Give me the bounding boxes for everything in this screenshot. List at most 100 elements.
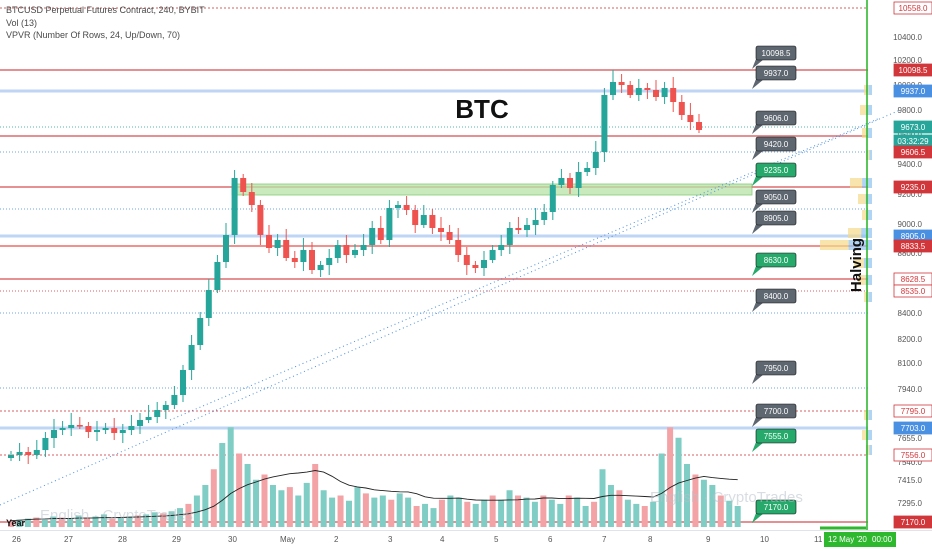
callout-tail: [752, 266, 764, 276]
volume-profile-bar: [862, 128, 868, 138]
price-badge: [893, 180, 932, 194]
volume-bar: [650, 501, 657, 527]
volume-bar: [41, 518, 48, 527]
candle-body: [627, 85, 634, 95]
volume-bar: [455, 497, 462, 527]
vpvr-indicator-label[interactable]: VPVR (Number Of Rows, 24, Up/Down, 70): [6, 30, 181, 40]
time-badge: 00:00: [868, 532, 897, 547]
volume-profile-bar: [866, 105, 872, 115]
volume-bar: [337, 495, 344, 527]
candle-body: [455, 240, 462, 255]
candle-body: [33, 450, 40, 455]
candle-body: [661, 88, 668, 97]
candle-body: [266, 235, 272, 248]
volume-profile-bar: [867, 128, 872, 138]
volume-profile-bar: [863, 258, 872, 268]
callout-tail: [752, 302, 764, 312]
volume-bar: [506, 490, 513, 527]
x-axis-tick: 3: [388, 535, 393, 544]
volume-bar: [75, 515, 82, 527]
y-axis-tick: 8800.0: [898, 249, 923, 258]
volume-bar: [210, 469, 217, 527]
x-axis-tick: 6: [548, 535, 553, 544]
volume-bar: [58, 517, 65, 527]
callout-label: 7950.0: [764, 364, 789, 373]
price-badge-label: 7556.0: [901, 451, 926, 460]
y-axis-tick: 7940.0: [898, 385, 923, 394]
volume-bar: [574, 497, 581, 527]
candle-body: [463, 255, 470, 265]
vol-indicator-label[interactable]: Vol (13): [6, 18, 38, 28]
candle-body: [653, 90, 659, 97]
volume-bar: [430, 508, 437, 527]
candle-body: [558, 178, 565, 185]
price-badge-label: 03:32:29: [897, 137, 929, 146]
callout-tail: [752, 176, 764, 186]
volume-bar: [498, 499, 505, 527]
candle-body: [369, 228, 376, 245]
x-axis-tick: May: [280, 535, 296, 544]
callout-tail: [752, 203, 764, 213]
volume-bar: [134, 515, 141, 527]
callout-tail: [752, 374, 764, 384]
volume-bar: [261, 474, 268, 527]
volume-bar: [253, 479, 260, 527]
candle-body: [16, 452, 23, 455]
time-axis[interactable]: [0, 530, 932, 551]
volume-bar: [540, 495, 547, 527]
candle-body: [51, 430, 57, 438]
volume-bar: [405, 497, 412, 527]
volume-bar: [447, 495, 454, 527]
candle-body: [592, 152, 599, 168]
callout-tail: [752, 150, 764, 160]
volume-profile-bar: [848, 228, 862, 238]
volume-bar: [472, 503, 479, 527]
symbol-title: BTCUSD Perpetual Futures Contract, 240, …: [6, 5, 205, 15]
candle-body: [94, 430, 100, 432]
price-badge-label: 9235.0: [901, 183, 926, 192]
x-axis-tick: 4: [440, 535, 445, 544]
callout-label: 9937.0: [764, 69, 789, 78]
candle-body: [472, 265, 479, 268]
volume-bar: [320, 490, 327, 527]
price-badge-label: 8535.0: [901, 287, 926, 296]
x-axis-tick: 26: [12, 535, 21, 544]
candle-body: [438, 228, 444, 232]
volume-bar: [362, 493, 369, 527]
volume-bar: [700, 479, 707, 527]
candle-body: [343, 245, 350, 255]
y-axis-tick: 8100.0: [898, 359, 923, 368]
volume-bar: [379, 495, 386, 527]
price-badge-label: 10098.5: [899, 66, 928, 75]
candle-body: [205, 290, 212, 318]
volume-profile-bar: [868, 292, 872, 302]
x-axis-tick: 9: [706, 535, 711, 544]
volume-bar: [515, 495, 521, 527]
year-label: Year: [6, 518, 26, 528]
volume-bar: [303, 482, 310, 527]
price-badge-label: 7170.0: [901, 518, 926, 527]
callout-label: 7700.0: [764, 407, 789, 416]
volume-bar: [422, 503, 429, 527]
volume-bar: [219, 443, 226, 527]
volume-bar: [354, 487, 361, 527]
price-badge-label: 8628.5: [901, 275, 926, 284]
candle-body: [162, 405, 169, 410]
price-badge: [893, 515, 932, 529]
volume-profile-bar: [850, 178, 863, 188]
x-axis-tick: 30: [228, 535, 237, 544]
callout-tail: [752, 79, 764, 89]
volume-profile-bar: [868, 85, 872, 95]
volume-bar: [523, 497, 530, 527]
volume-ma-line: [10, 470, 738, 522]
candle-body: [377, 228, 384, 240]
volume-bar: [641, 506, 648, 527]
callout-box: [755, 210, 797, 226]
volume-bar: [177, 508, 183, 527]
candle-body: [610, 82, 616, 95]
candle-body: [248, 192, 255, 205]
callout-tail: [752, 124, 764, 134]
volume-profile-bar: [865, 275, 872, 285]
volume-bar: [709, 485, 716, 527]
